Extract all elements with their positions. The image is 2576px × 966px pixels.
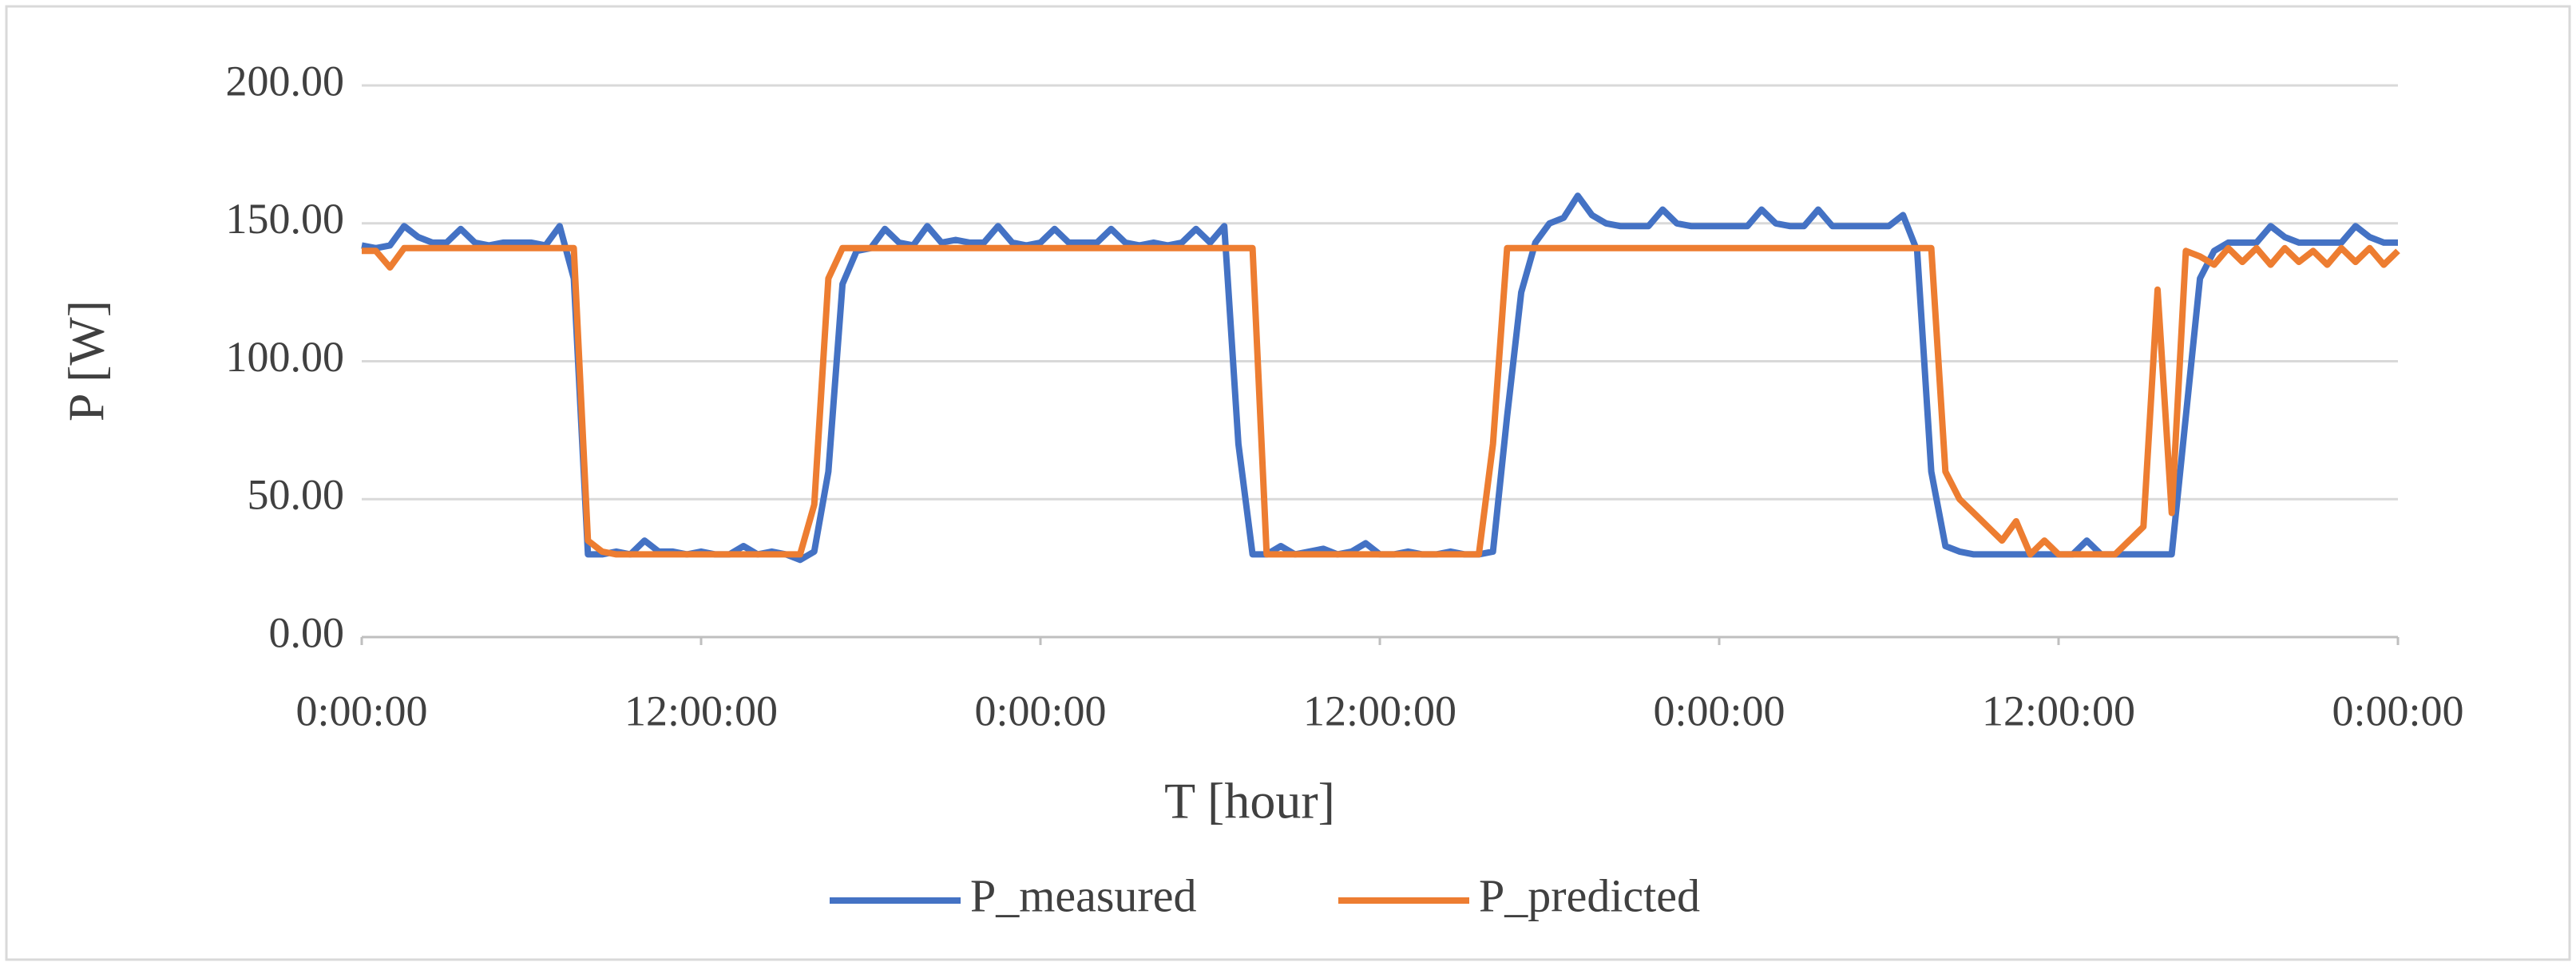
y-tick-label: 200.00	[226, 57, 345, 105]
x-tick-label: 0:00:00	[974, 687, 1106, 734]
y-tick-label: 100.00	[226, 333, 345, 381]
chart-frame	[5, 5, 2571, 961]
x-axis-title: T [hour]	[1164, 773, 1335, 829]
x-tick-label: 0:00:00	[2332, 687, 2463, 734]
y-tick-label: 50.00	[248, 471, 345, 519]
x-tick-label: 12:00:00	[624, 687, 778, 734]
y-tick-label: 0.00	[269, 608, 345, 656]
y-axis-title: P [W]	[58, 300, 115, 422]
x-tick-label: 0:00:00	[295, 687, 427, 734]
legend-label: P_predicted	[1479, 869, 1700, 921]
legend-label: P_measured	[970, 869, 1197, 921]
x-tick-label: 12:00:00	[1303, 687, 1456, 734]
x-tick-label: 0:00:00	[1653, 687, 1785, 734]
data-line	[362, 244, 2400, 558]
x-tick-label: 12:00:00	[1982, 687, 2135, 734]
y-tick-label: 150.00	[226, 195, 345, 243]
